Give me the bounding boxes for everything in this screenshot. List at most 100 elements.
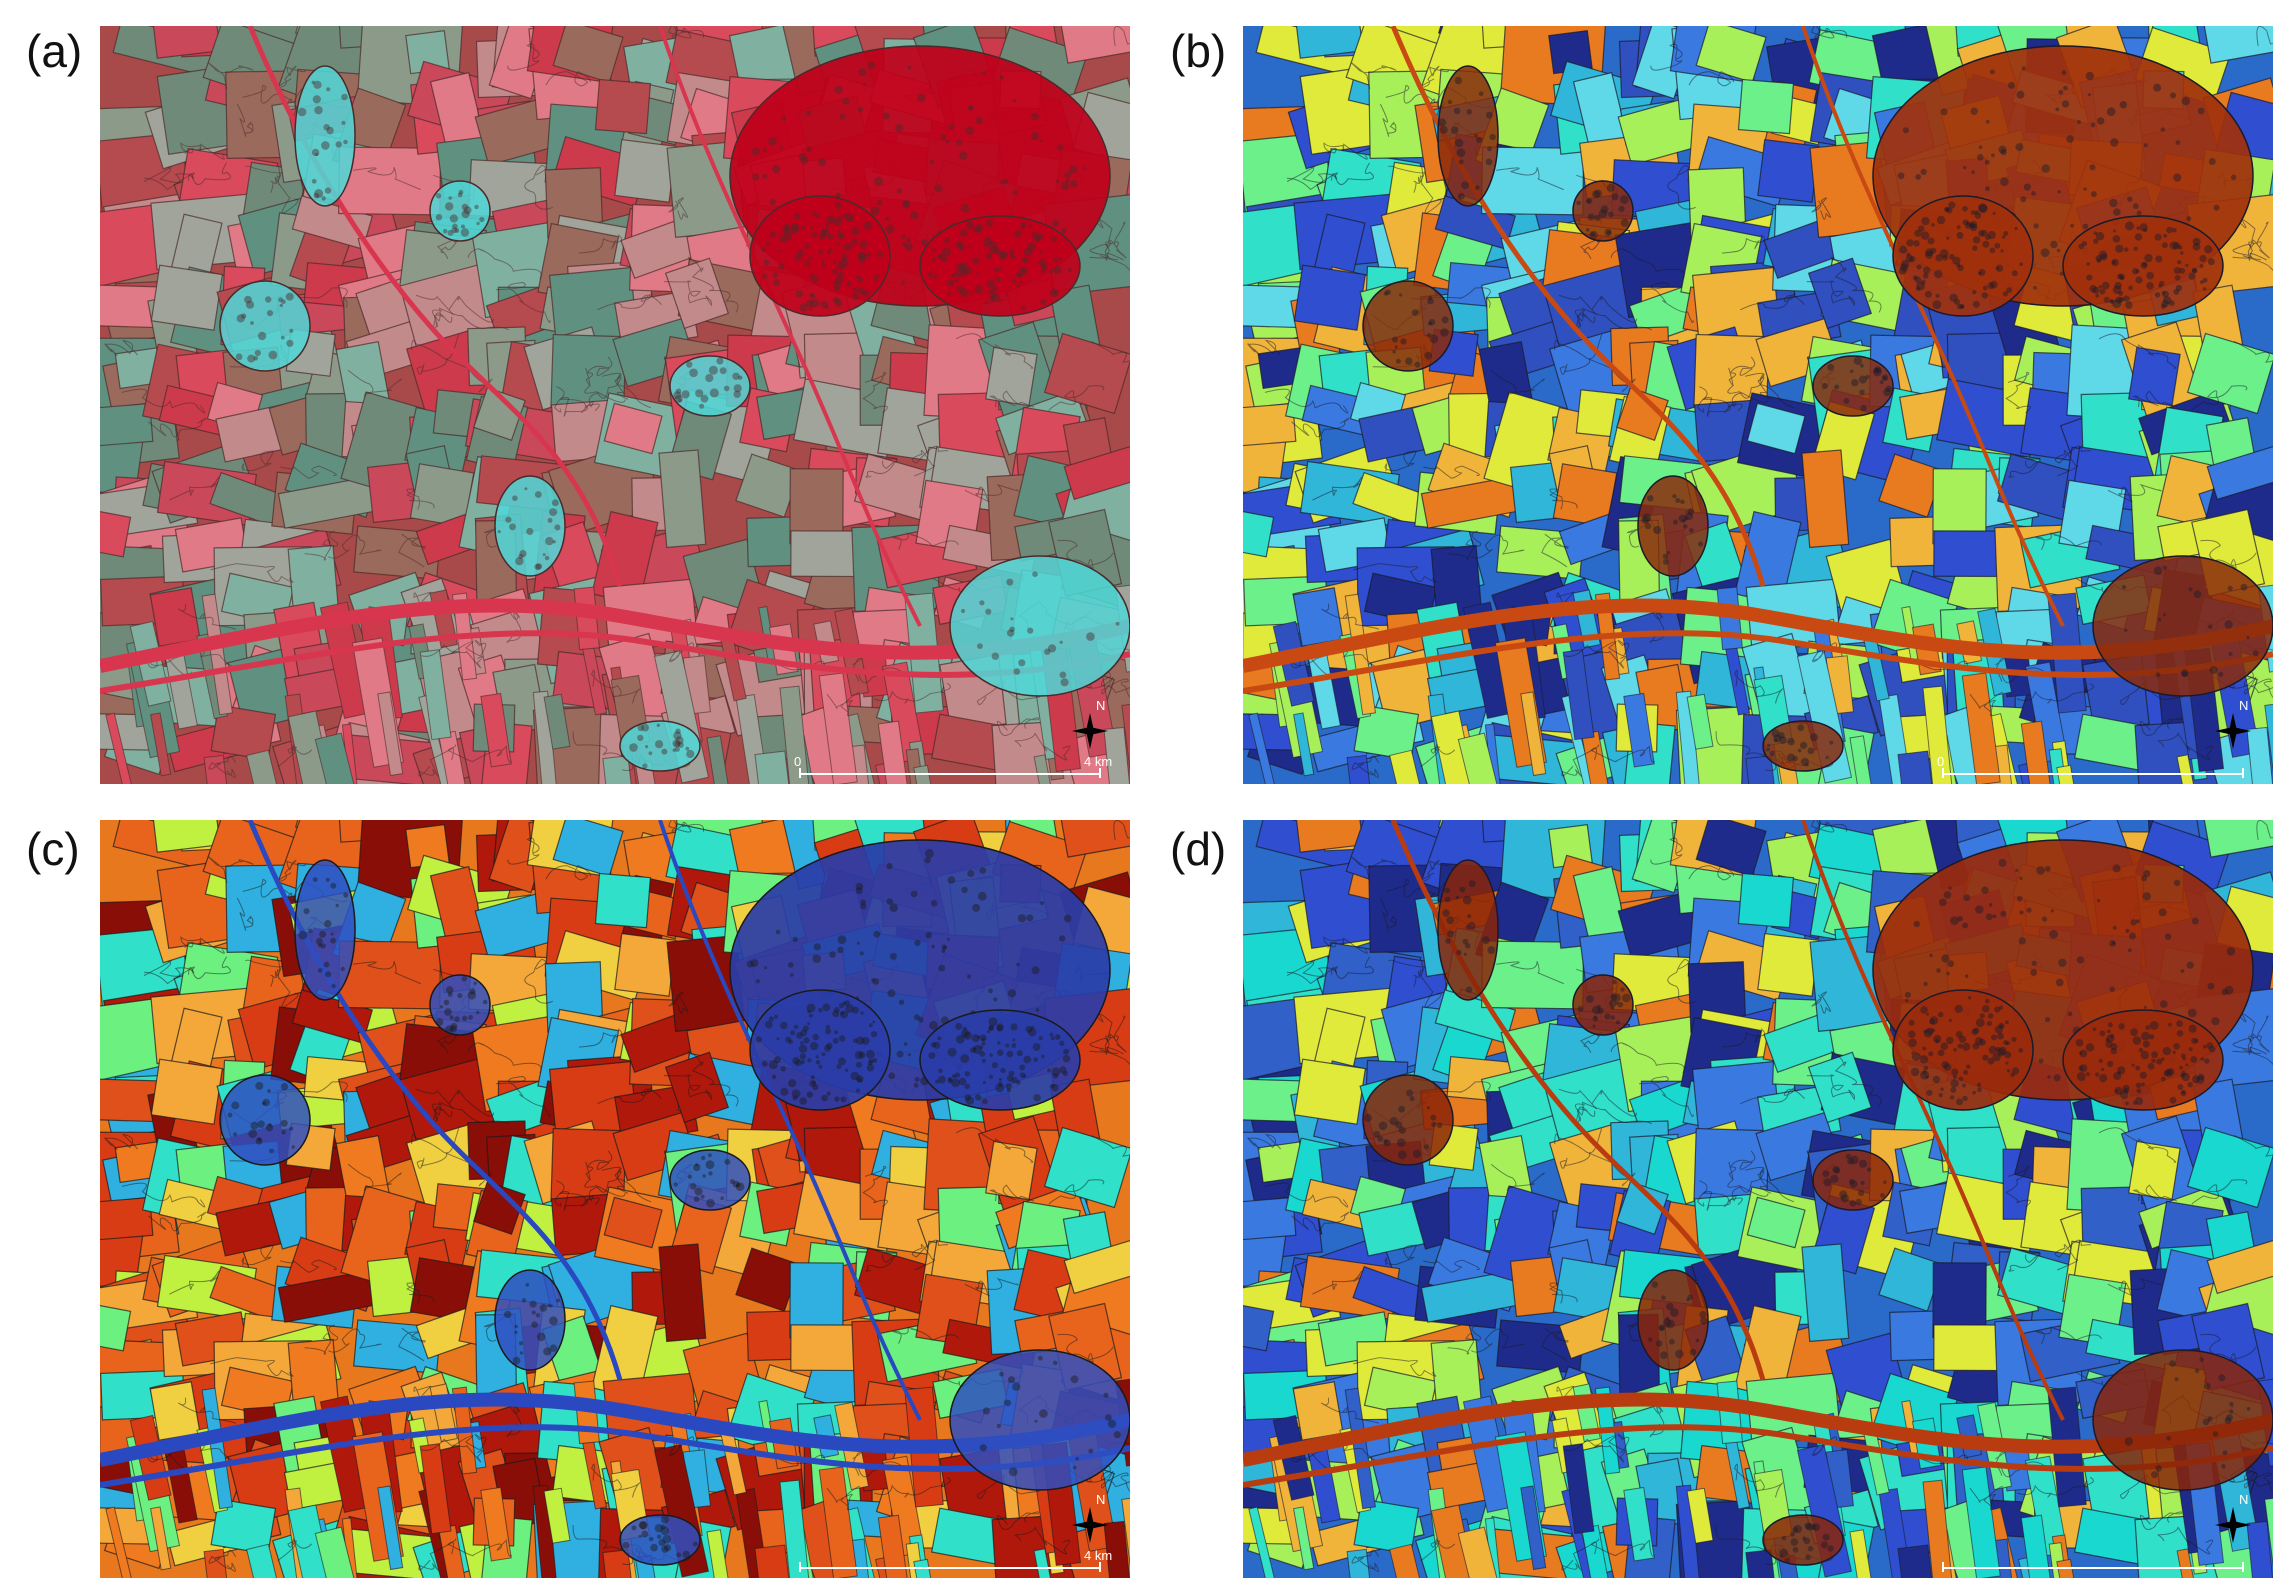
- village-area: [1572, 974, 1634, 1036]
- urban-texture: [974, 285, 983, 294]
- segment-line: [2242, 255, 2273, 272]
- urban-texture: [2006, 1069, 2011, 1073]
- urban-texture: [1398, 1105, 1405, 1113]
- urban-texture: [1926, 1089, 1933, 1096]
- segment-line: [1113, 820, 1130, 840]
- urban-texture: [946, 279, 955, 287]
- segment-line: [1564, 644, 1627, 669]
- urban-texture: [313, 80, 322, 89]
- urban-texture: [335, 141, 342, 148]
- urban-texture: [1916, 264, 1922, 270]
- segment-line: [1728, 1150, 1756, 1180]
- urban-texture: [799, 303, 809, 312]
- urban-texture: [988, 241, 998, 250]
- urban-texture: [2070, 223, 2075, 228]
- strip-parcel: [2264, 1495, 2273, 1578]
- urban-texture: [2061, 100, 2070, 108]
- urban-texture: [1030, 112, 1039, 121]
- urban-texture: [855, 1061, 862, 1068]
- urban-texture: [552, 540, 556, 544]
- strip-parcel: [377, 691, 404, 777]
- urban-texture: [928, 1052, 936, 1059]
- segment-line: [668, 991, 688, 1014]
- urban-texture: [938, 253, 946, 261]
- urban-texture: [2121, 584, 2127, 590]
- urban-texture: [312, 877, 318, 882]
- urban-texture: [1897, 172, 1905, 180]
- segment-line: [996, 1511, 1040, 1530]
- urban-texture: [1648, 1337, 1653, 1342]
- urban-texture: [531, 1310, 536, 1315]
- urban-texture: [1965, 222, 1972, 229]
- urban-texture: [675, 388, 682, 395]
- urban-texture: [1994, 242, 2001, 249]
- urban-texture: [2160, 303, 2166, 309]
- field-parcel: [291, 989, 374, 1044]
- urban-texture: [2157, 618, 2162, 622]
- urban-texture: [860, 899, 867, 906]
- urban-area: [1892, 195, 2034, 317]
- urban-texture: [1651, 1281, 1659, 1288]
- urban-texture: [658, 1539, 666, 1547]
- strip-parcel: [1562, 1443, 1595, 1535]
- urban-texture: [1945, 207, 1949, 212]
- segment-line: [507, 837, 540, 865]
- urban-texture: [1661, 1295, 1666, 1300]
- urban-texture: [2167, 1068, 2175, 1076]
- urban-texture: [782, 225, 790, 233]
- urban-texture: [2135, 1082, 2142, 1089]
- segment-line: [418, 1538, 457, 1571]
- urban-texture: [2182, 1057, 2186, 1061]
- urban-texture: [924, 857, 931, 864]
- urban-texture: [975, 116, 983, 125]
- urban-texture: [2180, 251, 2184, 255]
- segment-line: [180, 142, 225, 160]
- urban-texture: [709, 388, 719, 398]
- urban-texture: [938, 1068, 943, 1073]
- urban-texture: [755, 979, 761, 984]
- urban-texture: [1409, 1096, 1415, 1102]
- urban-texture: [1885, 385, 1892, 393]
- urban-texture: [838, 1035, 846, 1042]
- urban-texture: [956, 285, 964, 293]
- urban-texture: [1585, 228, 1590, 232]
- segment-line: [1564, 1438, 1627, 1463]
- scale-start-label: 0: [794, 754, 802, 769]
- urban-texture: [1979, 1013, 1985, 1019]
- urban-texture: [1957, 264, 1964, 271]
- urban-texture: [840, 253, 848, 261]
- urban-texture: [1942, 254, 1949, 261]
- urban-texture: [1025, 1025, 1033, 1033]
- urban-texture: [1959, 304, 1965, 309]
- urban-texture: [687, 1174, 692, 1179]
- urban-texture: [2199, 264, 2204, 269]
- urban-texture: [1035, 232, 1044, 241]
- field-parcel: [1746, 402, 1806, 455]
- urban-texture: [330, 932, 334, 936]
- urban-texture: [1807, 1545, 1814, 1552]
- urban-texture: [1032, 1043, 1041, 1051]
- urban-texture: [1978, 145, 1983, 150]
- urban-texture: [2097, 117, 2105, 125]
- urban-texture: [937, 254, 942, 259]
- segment-line: [1286, 956, 1374, 985]
- urban-texture: [286, 339, 294, 347]
- urban-texture: [549, 1304, 553, 1308]
- urban-texture: [872, 978, 880, 985]
- urban-texture: [2143, 870, 2151, 877]
- urban-texture: [514, 1330, 518, 1334]
- segment-line: [2132, 1184, 2178, 1202]
- urban-texture: [1827, 363, 1835, 371]
- urban-texture: [970, 291, 974, 295]
- field-parcel: [658, 1243, 707, 1343]
- urban-texture: [1019, 1064, 1026, 1071]
- urban-texture: [1445, 938, 1451, 944]
- urban-texture: [312, 95, 321, 104]
- urban-texture: [1946, 971, 1950, 976]
- urban-texture: [856, 941, 860, 945]
- urban-texture: [1592, 1016, 1599, 1022]
- urban-texture: [1920, 1070, 1930, 1080]
- north-arrow-icon: [1072, 1507, 1108, 1543]
- urban-texture: [851, 238, 858, 246]
- urban-texture: [1950, 1079, 1959, 1088]
